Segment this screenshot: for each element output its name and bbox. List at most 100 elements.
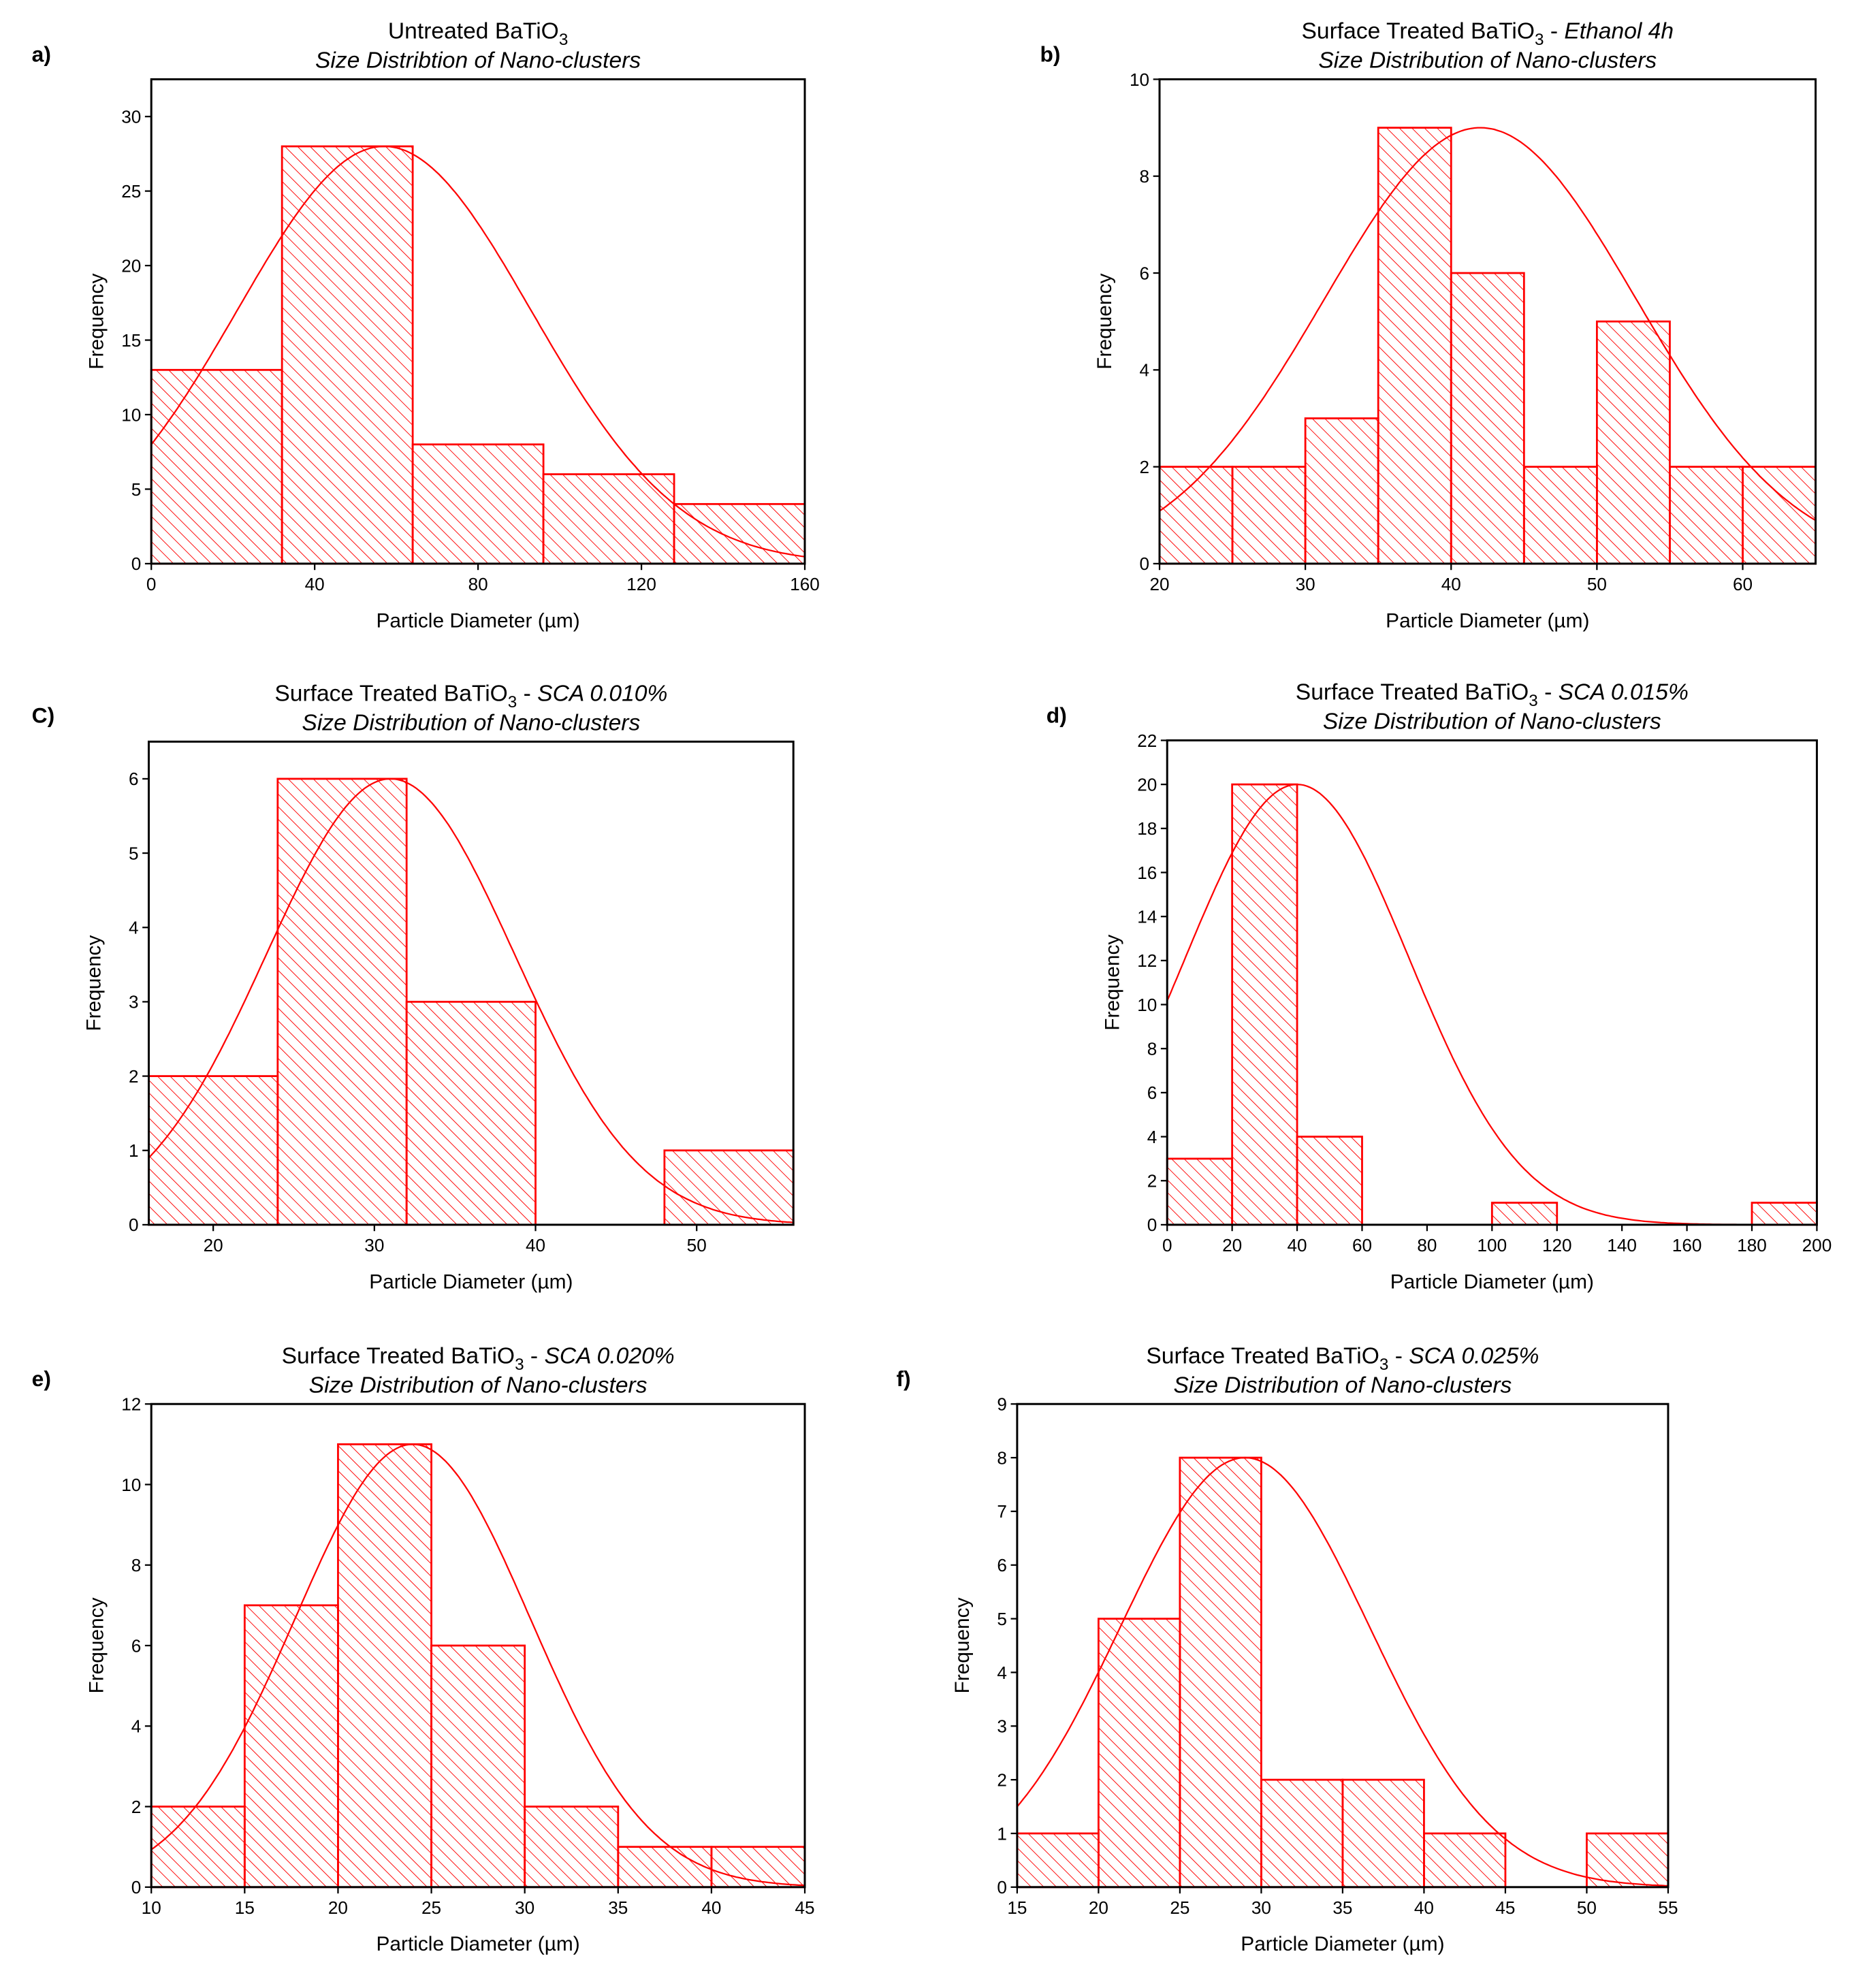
title-subscript: 3 xyxy=(559,31,569,49)
x-tick-label: 120 xyxy=(1542,1235,1572,1255)
histogram-bar xyxy=(673,502,806,565)
x-tick-label: 10 xyxy=(142,1897,161,1918)
x-tick-label: 20 xyxy=(328,1897,348,1918)
chart-title: Surface Treated BaTiO3 - SCA 0.025% xyxy=(1146,1343,1539,1373)
title-separator: - xyxy=(1538,680,1559,705)
title-text: Surface Treated BaTiO xyxy=(1302,19,1535,44)
y-tick-label: 3 xyxy=(997,1716,1007,1737)
histogram-bar xyxy=(1179,1456,1262,1889)
x-axis-label: Particle Diameter (µm) xyxy=(1386,609,1589,632)
x-tick-label: 45 xyxy=(795,1897,814,1918)
y-axis-label: Frequency xyxy=(1093,274,1116,370)
x-tick-label: 15 xyxy=(1007,1897,1027,1918)
gaussian-fit-line xyxy=(1159,127,1817,522)
x-axis-label: Particle Diameter (µm) xyxy=(376,609,579,632)
title-separator: - xyxy=(1544,19,1564,44)
y-tick-label: 4 xyxy=(997,1663,1007,1683)
y-tick-label: 22 xyxy=(1137,731,1157,751)
histogram-bar xyxy=(542,473,675,565)
x-axis-label: Particle Diameter (µm) xyxy=(376,1933,579,1955)
y-axis-label: Frequency xyxy=(83,935,106,1031)
histogram-bar xyxy=(1751,1202,1818,1226)
x-tick-label: 45 xyxy=(1495,1897,1515,1918)
histogram-bar xyxy=(1341,1778,1425,1889)
chart-title: Surface Treated BaTiO3 - SCA 0.015% xyxy=(1296,680,1689,710)
x-tick-label: 0 xyxy=(1162,1235,1172,1255)
chart-title: Surface Treated BaTiO3 - Ethanol 4h xyxy=(1302,19,1674,49)
y-tick-label: 5 xyxy=(997,1609,1007,1629)
x-tick-label: 40 xyxy=(701,1897,721,1918)
y-tick-label: 8 xyxy=(1140,166,1150,187)
panel-label: a) xyxy=(32,42,51,66)
chart-subtitle: Size Distribution of Nano-clusters xyxy=(1173,1373,1512,1398)
y-tick-label: 2 xyxy=(129,1066,139,1087)
histogram-bar xyxy=(1742,466,1817,565)
y-tick-label: 0 xyxy=(131,1877,142,1897)
histogram-bar xyxy=(150,1806,246,1889)
y-tick-label: 5 xyxy=(131,479,142,500)
histogram-bar xyxy=(1423,1832,1507,1889)
y-tick-label: 4 xyxy=(131,1716,142,1737)
title-condition: SCA 0.025% xyxy=(1409,1343,1539,1368)
histogram-bar xyxy=(617,1846,713,1889)
histogram-bar xyxy=(243,1604,339,1889)
plot-frame xyxy=(1158,78,1817,565)
x-tick-label: 160 xyxy=(790,574,820,594)
gaussian-fit-line xyxy=(148,777,794,1223)
title-text: Surface Treated BaTiO xyxy=(1146,1343,1379,1368)
x-tick-label: 120 xyxy=(626,574,656,594)
chart-subtitle: Size Distribution of Nano-clusters xyxy=(1318,48,1657,74)
x-tick-label: 30 xyxy=(1296,574,1315,594)
chart-panel-3: 0 20 40 60 80 100 120 140 160 180 200 0 2 4 6 8 10 12 14 16… xyxy=(1047,680,1832,1294)
panel-label: e) xyxy=(32,1366,51,1391)
y-tick-label: 6 xyxy=(997,1555,1007,1575)
chart-subtitle: Size Distribution of Nano-clusters xyxy=(1323,709,1661,735)
y-tick-label: 10 xyxy=(1137,995,1157,1015)
title-subscript: 3 xyxy=(508,693,517,711)
y-tick-label: 20 xyxy=(1137,774,1157,795)
histogram-bar xyxy=(1166,1157,1234,1226)
x-tick-label: 30 xyxy=(364,1235,384,1255)
y-tick-label: 0 xyxy=(131,554,142,574)
title-separator: - xyxy=(1388,1343,1409,1368)
title-text: Surface Treated BaTiO xyxy=(1296,680,1529,705)
histogram-bar xyxy=(1377,127,1452,565)
x-tick-label: 15 xyxy=(235,1897,255,1918)
y-tick-label: 10 xyxy=(121,1475,141,1495)
y-tick-label: 4 xyxy=(1147,1127,1157,1147)
histogram-bar xyxy=(411,443,545,565)
histogram-bar xyxy=(524,1806,620,1889)
y-axis-label: Frequency xyxy=(85,1597,108,1693)
x-tick-label: 40 xyxy=(1288,1235,1307,1255)
x-tick-label: 80 xyxy=(1417,1235,1437,1255)
x-tick-label: 40 xyxy=(526,1235,545,1255)
y-tick-label: 18 xyxy=(1137,818,1157,839)
gaussian-fit-line xyxy=(150,1443,805,1887)
histogram-bar xyxy=(150,368,283,565)
x-tick-label: 50 xyxy=(687,1235,707,1255)
x-tick-label: 35 xyxy=(608,1897,628,1918)
x-tick-label: 20 xyxy=(1089,1897,1108,1918)
y-tick-label: 2 xyxy=(997,1769,1007,1790)
y-tick-label: 20 xyxy=(121,255,141,276)
x-tick-label: 60 xyxy=(1733,574,1753,594)
histogram-bar xyxy=(1296,1136,1363,1226)
chart-subtitle: Size Distribution of Nano-clusters xyxy=(309,1373,648,1398)
y-tick-label: 2 xyxy=(131,1797,142,1817)
title-subscript: 3 xyxy=(1535,31,1544,49)
title-subscript: 3 xyxy=(1379,1356,1389,1374)
y-axis-label: Frequency xyxy=(951,1597,974,1693)
x-tick-label: 50 xyxy=(1587,574,1607,594)
y-tick-label: 6 xyxy=(1147,1083,1157,1103)
histogram-bar xyxy=(148,1075,279,1226)
y-tick-label: 2 xyxy=(1140,457,1150,477)
x-tick-label: 20 xyxy=(1222,1235,1242,1255)
title-text: Surface Treated BaTiO xyxy=(282,1343,515,1368)
histogram-bar xyxy=(1490,1202,1559,1226)
y-axis-label: Frequency xyxy=(85,274,108,370)
y-tick-label: 0 xyxy=(1147,1215,1157,1235)
y-tick-label: 30 xyxy=(121,107,141,127)
title-condition: SCA 0.015% xyxy=(1559,680,1689,705)
